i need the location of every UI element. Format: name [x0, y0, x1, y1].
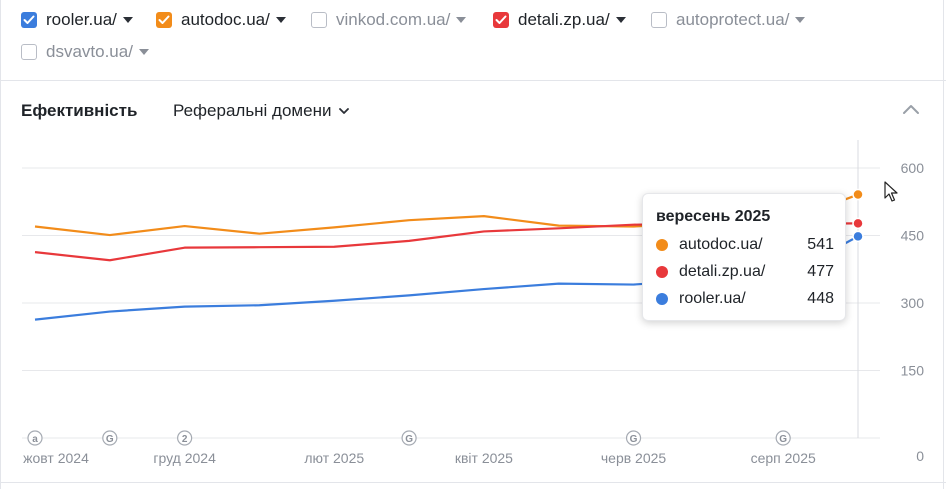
- event-marker-icon: [625, 430, 642, 446]
- event-marker-icon: [177, 430, 193, 446]
- tooltip-series-value: 448: [807, 290, 834, 307]
- event-marker-icon: [102, 430, 118, 446]
- performance-chart: 600 450 300 150 0 жовт 2024 груд 2024 лют 2025 к…: [0, 140, 946, 489]
- event-marker-letter: G: [779, 434, 787, 445]
- y-tick-label: 300: [901, 295, 925, 311]
- tooltip-series-name: rooler.ua/: [679, 290, 746, 307]
- event-marker-letter: G: [106, 434, 114, 445]
- event-marker-letter: a: [32, 434, 38, 445]
- x-tick-label: серп 2025: [751, 450, 816, 466]
- event-marker-icon: [775, 430, 791, 446]
- checkbox-icon[interactable]: [651, 12, 667, 28]
- data-point: [852, 230, 864, 243]
- domain-autodoc[interactable]: autodoc.ua/: [156, 9, 286, 31]
- series-dot-icon: [656, 266, 668, 278]
- section-title: Ефективність: [21, 101, 138, 120]
- x-tick-label: квіт 2025: [455, 450, 513, 466]
- event-marker-letter: G: [630, 434, 638, 445]
- x-tick-label: жовт 2024: [23, 450, 89, 466]
- domain-autoprotect[interactable]: autoprotect.ua/: [651, 9, 806, 31]
- checkbox-icon[interactable]: [21, 44, 37, 60]
- tooltip-series-name: detali.zp.ua/: [679, 263, 766, 280]
- divider: [0, 482, 946, 483]
- domain-label: autodoc.ua/: [181, 10, 270, 29]
- domain-selector: rooler.ua/ autodoc.ua/ vinkod.com.ua/ de…: [0, 0, 946, 81]
- domain-label: autoprotect.ua/: [676, 10, 790, 29]
- caret-down-icon[interactable]: [456, 17, 467, 23]
- tooltip-row: autodoc.ua/ 541: [656, 234, 834, 256]
- checkbox-icon[interactable]: [156, 12, 172, 28]
- domain-label: vinkod.com.ua/: [336, 10, 451, 29]
- data-point: [852, 188, 864, 201]
- chevron-down-icon: [339, 107, 350, 114]
- caret-down-icon[interactable]: [122, 17, 133, 23]
- domain-vinkod[interactable]: vinkod.com.ua/: [311, 9, 467, 31]
- metric-dropdown[interactable]: Реферальні домени: [173, 101, 350, 121]
- tooltip-row: rooler.ua/ 448: [656, 288, 834, 310]
- y-tick-label: 150: [901, 363, 925, 379]
- domain-label: detali.zp.ua/: [518, 10, 610, 29]
- y-tick-label: 450: [901, 228, 925, 244]
- event-marker-letter: 2: [182, 434, 188, 445]
- checkbox-icon[interactable]: [493, 12, 509, 28]
- domain-detali[interactable]: detali.zp.ua/: [493, 9, 626, 31]
- metric-dropdown-label: Реферальні домени: [173, 101, 332, 120]
- chart-tooltip: вересень 2025 autodoc.ua/ 541 detali.zp.…: [642, 193, 846, 321]
- tooltip-title: вересень 2025: [656, 208, 771, 225]
- caret-down-icon[interactable]: [615, 17, 626, 23]
- series-dot-icon: [656, 293, 668, 305]
- y-tick-label: 600: [901, 160, 925, 176]
- tooltip-series-name: autodoc.ua/: [679, 236, 763, 253]
- y-tick-label: 0: [916, 448, 924, 464]
- data-point: [852, 217, 864, 230]
- tooltip-series-value: 541: [807, 236, 834, 253]
- chevron-up-icon[interactable]: [902, 103, 920, 115]
- chart-canvas: 600 450 300 150 0 жовт 2024 груд 2024 лют 2025 к…: [22, 140, 925, 466]
- domain-label: dsvavto.ua/: [46, 42, 133, 61]
- checkbox-icon[interactable]: [311, 12, 327, 28]
- caret-down-icon[interactable]: [138, 49, 149, 55]
- event-marker-letter: G: [405, 434, 413, 445]
- domain-rooler[interactable]: rooler.ua/: [21, 9, 133, 31]
- checkbox-icon[interactable]: [21, 12, 37, 28]
- mouse-pointer-icon: [884, 181, 898, 202]
- x-tick-label: лют 2025: [304, 450, 364, 466]
- x-tick-label: черв 2025: [601, 450, 667, 466]
- section-header: Ефективність Реферальні домени: [0, 81, 946, 141]
- event-marker-icon: [401, 430, 417, 446]
- caret-down-icon[interactable]: [275, 17, 286, 23]
- caret-down-icon[interactable]: [795, 17, 806, 23]
- tooltip-row: detali.zp.ua/ 477: [656, 261, 834, 283]
- series-dot-icon: [656, 239, 668, 251]
- domain-dsvavto[interactable]: dsvavto.ua/: [21, 41, 149, 63]
- domain-label: rooler.ua/: [46, 10, 117, 29]
- tooltip-series-value: 477: [807, 263, 834, 280]
- x-tick-label: груд 2024: [153, 450, 216, 466]
- event-marker-icon: [27, 430, 43, 446]
